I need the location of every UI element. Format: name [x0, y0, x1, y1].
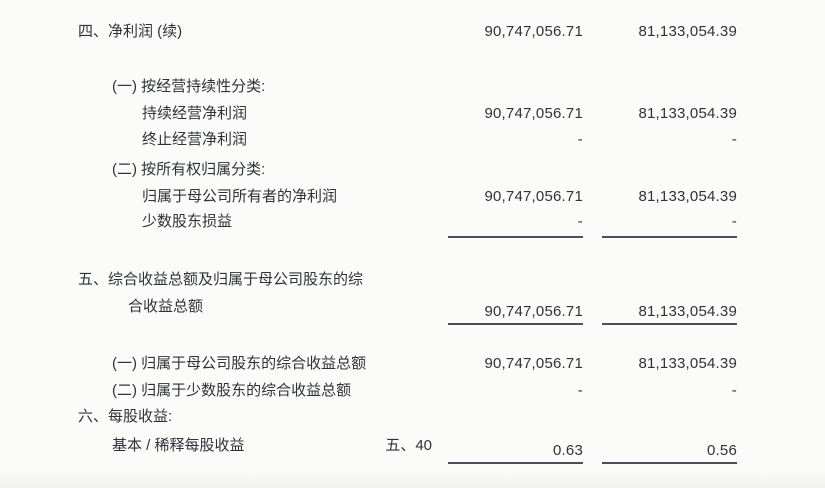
value-current-period: 90,747,056.71 [448, 302, 583, 325]
note-reference: 五、40 [385, 437, 432, 454]
statement-row-total-comprehensive-income-line2: 合收益总额 90,747,056.71 81,133,054.39 [0, 297, 825, 325]
value-current-period: - [448, 212, 583, 238]
row-label: (二) 归属于少数股东的综合收益总额 [112, 382, 352, 399]
value-current-period: 90,747,056.71 [484, 23, 583, 40]
statement-row-discontinued-operations-net-profit: 终止经营净利润 - - [0, 130, 825, 149]
value-prior-period: - [602, 212, 737, 238]
value-prior-period: 81,133,054.39 [638, 105, 737, 122]
statement-row-basic-diluted-eps: 基本 / 稀释每股收益 五、40 0.63 0.56 [0, 436, 825, 464]
row-label: 持续经营净利润 [142, 105, 248, 122]
row-label: (一) 归属于母公司股东的综合收益总额 [112, 355, 367, 372]
statement-row-net-profit-continued: 四、净利润 (续) 90,747,056.71 81,133,054.39 [0, 22, 825, 41]
row-label: 基本 / 稀释每股收益 [112, 437, 245, 454]
value-current-period: 90,747,056.71 [484, 188, 583, 205]
statement-row-attributable-to-parent-owners: 归属于母公司所有者的净利润 90,747,056.71 81,133,054.3… [0, 187, 825, 206]
value-current-period: - [577, 382, 583, 399]
statement-row-by-operating-continuity: (一) 按经营持续性分类: [0, 77, 825, 96]
statement-row-comprehensive-income-minority: (二) 归属于少数股东的综合收益总额 - - [0, 381, 825, 400]
value-prior-period: - [731, 382, 737, 399]
row-label: 合收益总额 [128, 298, 204, 315]
statement-row-comprehensive-income-parent: (一) 归属于母公司股东的综合收益总额 90,747,056.71 81,133… [0, 354, 825, 373]
value-prior-period: 81,133,054.39 [638, 188, 737, 205]
value-prior-period: 81,133,054.39 [638, 355, 737, 372]
row-label: 六、每股收益: [78, 408, 173, 425]
statement-row-minority-interest: 少数股东损益 - - [0, 212, 825, 238]
value-current-period: 90,747,056.71 [484, 355, 583, 372]
statement-row-continuing-operations-net-profit: 持续经营净利润 90,747,056.71 81,133,054.39 [0, 104, 825, 123]
row-label: 归属于母公司所有者的净利润 [142, 188, 338, 205]
statement-row-earnings-per-share-header: 六、每股收益: [0, 407, 825, 426]
row-label: 四、净利润 (续) [78, 23, 183, 40]
row-label: 五、综合收益总额及归属于母公司股东的综 [78, 271, 364, 288]
value-current-period: 90,747,056.71 [484, 105, 583, 122]
row-label: (二) 按所有权归属分类: [112, 161, 266, 178]
value-prior-period: 81,133,054.39 [638, 23, 737, 40]
value-prior-period: 81,133,054.39 [602, 302, 737, 325]
statement-row-by-ownership: (二) 按所有权归属分类: [0, 160, 825, 179]
row-label: 少数股东损益 [142, 213, 233, 230]
value-prior-period: - [731, 131, 737, 148]
value-current-period: - [577, 131, 583, 148]
row-label: (一) 按经营持续性分类: [112, 78, 266, 95]
statement-row-total-comprehensive-income-line1: 五、综合收益总额及归属于母公司股东的综 [0, 270, 825, 289]
value-prior-period: 0.56 [602, 441, 737, 464]
value-current-period: 0.63 [448, 441, 583, 464]
row-label: 终止经营净利润 [142, 131, 248, 148]
